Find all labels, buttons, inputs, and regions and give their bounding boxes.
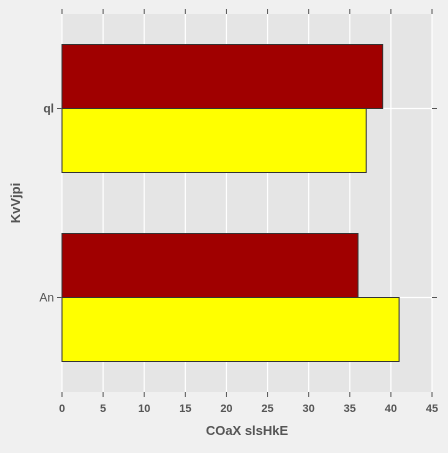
x-tick-label: 30 — [303, 403, 315, 415]
y-tick-label-ql: ql — [43, 102, 54, 116]
y-tick-label-An: An — [39, 291, 54, 305]
x-tick-label: 40 — [385, 403, 397, 415]
tick-labels: 0 5 10 15 20 25 30 35 40 45 ql An — [39, 102, 438, 416]
y-axis-label: KvVjpi — [8, 183, 23, 223]
bars — [61, 44, 400, 362]
x-tick-label: 15 — [179, 403, 191, 415]
x-tick-label: 45 — [426, 403, 438, 415]
x-tick-label: 10 — [138, 403, 150, 415]
bar-ql-series-2 — [61, 108, 367, 173]
bar-ql-series-1 — [61, 44, 384, 109]
x-tick-label: 25 — [261, 403, 273, 415]
x-tick-label: 35 — [344, 403, 356, 415]
bar-An-series-2 — [61, 297, 400, 362]
x-tick-label: 0 — [59, 403, 65, 415]
x-tick-label: 5 — [100, 403, 106, 415]
x-axis-label: COaX slsHkE — [206, 423, 289, 438]
ticks — [57, 9, 437, 397]
x-tick-label: 20 — [220, 403, 232, 415]
bar-An-series-1 — [61, 233, 359, 298]
